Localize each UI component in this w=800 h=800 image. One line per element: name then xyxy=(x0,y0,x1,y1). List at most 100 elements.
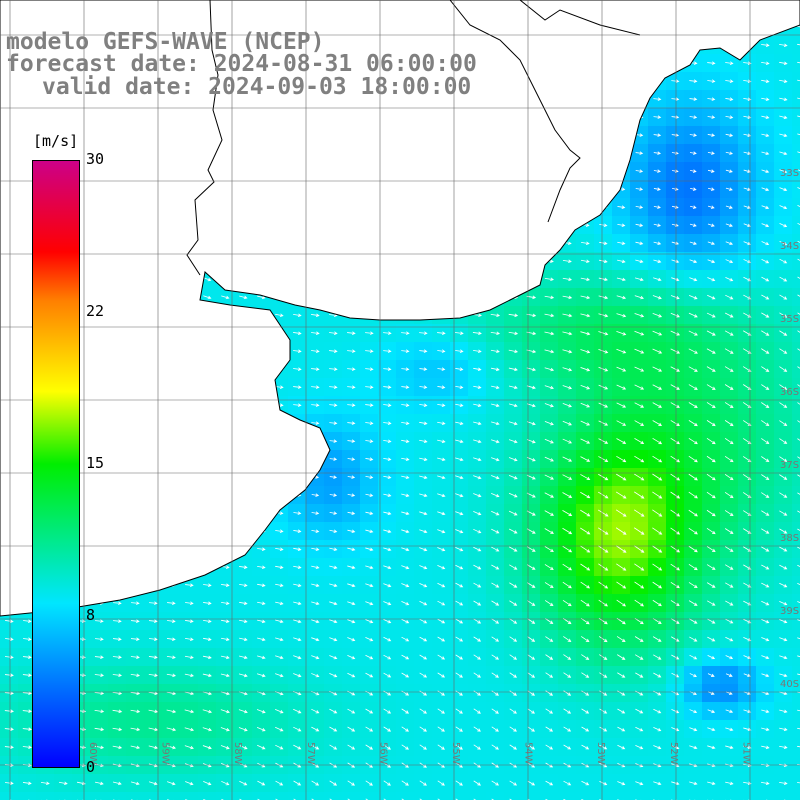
longitude-label: 51W xyxy=(740,742,751,765)
wind-arrow xyxy=(779,402,788,408)
wind-arrow xyxy=(419,349,428,353)
wind-arrow xyxy=(635,259,644,264)
wind-arrow xyxy=(580,259,590,264)
wind-arrow xyxy=(562,402,572,408)
wind-arrow xyxy=(707,277,716,282)
speed-cell xyxy=(792,648,800,667)
wind-arrow xyxy=(616,366,627,372)
wind-arrow xyxy=(761,223,770,228)
wind-arrow xyxy=(743,312,752,318)
wind-arrow xyxy=(508,367,518,372)
speed-cell xyxy=(792,360,800,379)
speed-cell xyxy=(738,792,757,800)
longitude-label: 55W xyxy=(450,742,461,765)
wind-arrow xyxy=(653,259,662,264)
speed-cell xyxy=(792,522,800,541)
wind-arrow xyxy=(635,187,644,191)
wind-arrow xyxy=(724,366,734,372)
wind-arrow xyxy=(365,385,374,389)
wind-arrow xyxy=(797,222,800,225)
wind-arrow xyxy=(779,223,788,228)
wind-arrow xyxy=(383,367,392,371)
wind-arrow xyxy=(562,331,573,336)
wind-arrow xyxy=(329,331,338,335)
speed-cell xyxy=(54,792,73,800)
wind-arrow xyxy=(634,313,645,318)
wind-arrow xyxy=(652,295,662,300)
wind-arrow xyxy=(365,367,374,371)
latitude-label: 38S xyxy=(780,533,799,544)
speed-cell xyxy=(792,396,800,415)
wind-arrow xyxy=(706,330,716,336)
wind-arrow xyxy=(581,241,590,246)
wind-arrow xyxy=(347,385,356,389)
wind-arrow xyxy=(203,277,212,282)
speed-cell xyxy=(792,792,800,800)
wind-arrow xyxy=(689,241,697,245)
wind-arrow xyxy=(598,259,608,264)
wind-arrow xyxy=(671,133,680,137)
speed-cell xyxy=(792,288,800,307)
wind-arrow xyxy=(311,421,320,425)
wind-arrow xyxy=(689,259,698,264)
wind-arrow xyxy=(761,133,770,138)
speed-cell xyxy=(792,414,800,433)
wind-arrow xyxy=(797,43,800,46)
speed-cell xyxy=(576,792,595,800)
wind-arrow xyxy=(725,223,733,227)
wind-arrow xyxy=(562,385,573,390)
wind-arrow xyxy=(706,366,716,372)
wind-arrow xyxy=(544,385,554,390)
latitude-label: 39S xyxy=(780,606,799,617)
speed-cell xyxy=(792,54,800,73)
wind-arrow xyxy=(670,384,680,390)
speed-cell xyxy=(666,792,685,800)
wind-arrow xyxy=(652,312,663,318)
speed-cell xyxy=(792,594,800,613)
wind-arrow xyxy=(688,402,698,408)
wind-arrow xyxy=(311,385,320,389)
wind-arrow xyxy=(707,151,715,155)
wind-arrow xyxy=(797,294,800,297)
wind-arrow xyxy=(311,313,320,317)
wind-arrow xyxy=(707,187,715,191)
wind-arrow xyxy=(725,187,733,191)
speed-cell xyxy=(792,126,800,145)
wind-arrow xyxy=(653,223,662,227)
latitude-label: 35S xyxy=(780,314,799,325)
speed-cell xyxy=(792,486,800,505)
wind-arrow xyxy=(347,403,356,407)
speed-cell xyxy=(792,90,800,109)
wind-arrow xyxy=(707,169,715,173)
speed-cell xyxy=(0,792,19,800)
wind-arrow xyxy=(707,294,716,300)
speed-cell xyxy=(360,792,379,800)
wind-arrow xyxy=(437,349,446,353)
wind-arrow xyxy=(743,61,752,65)
wind-arrow xyxy=(779,79,788,84)
speed-cell xyxy=(792,468,800,487)
wind-arrow xyxy=(761,79,770,84)
wind-arrow xyxy=(797,205,800,207)
wind-arrow xyxy=(743,97,752,101)
wind-arrow xyxy=(761,294,770,300)
wind-arrow xyxy=(473,367,482,372)
wind-arrow xyxy=(311,331,320,335)
wind-arrow xyxy=(725,79,734,83)
wind-arrow xyxy=(580,295,591,300)
speed-cell xyxy=(144,792,163,800)
wind-arrow xyxy=(293,313,302,318)
wind-arrow xyxy=(491,385,500,390)
wind-arrow xyxy=(562,277,573,282)
wind-arrow xyxy=(779,97,788,102)
wind-arrow xyxy=(599,223,608,227)
wind-arrow xyxy=(635,169,644,173)
wind-arrow xyxy=(797,115,800,118)
wind-arrow xyxy=(797,348,800,351)
speed-cell xyxy=(792,774,800,793)
speed-cell xyxy=(702,792,721,800)
speed-cell xyxy=(72,792,91,800)
wind-arrow xyxy=(797,276,800,279)
speed-cell xyxy=(792,72,800,91)
